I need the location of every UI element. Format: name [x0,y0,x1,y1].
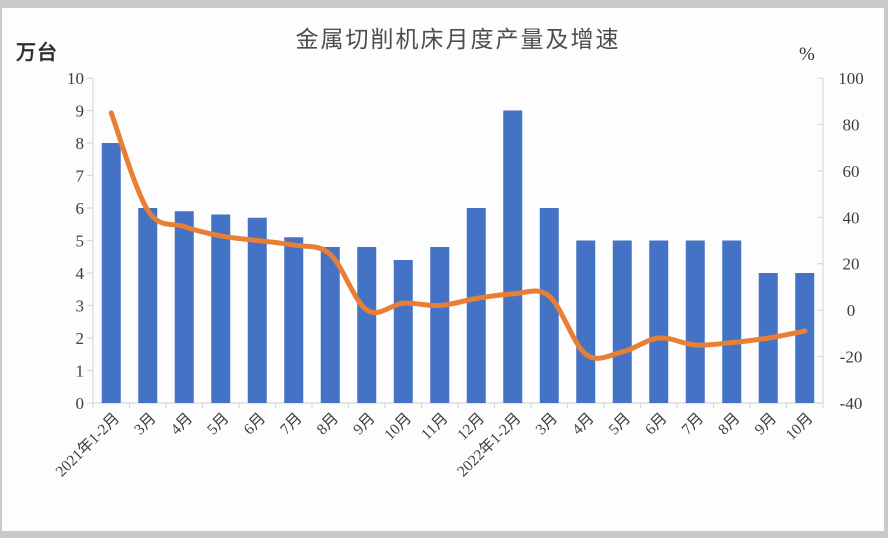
left-axis-tick-label: 5 [76,232,85,251]
x-axis-category-label: 5月 [606,410,634,438]
x-axis-category-label: 2021年1-2月 [52,409,123,480]
bar [174,211,194,403]
x-axis-category-label: 10月 [381,410,415,444]
screen-edge-top [0,0,888,8]
x-axis-category-label: 6月 [241,410,269,438]
right-axis-tick-label: 0 [847,301,856,320]
left-axis-tick-label: 8 [76,134,85,153]
left-axis-tick-label: 7 [76,167,85,186]
x-axis-category-label: 3月 [533,410,561,438]
bar [393,260,413,403]
bar [357,247,377,403]
bar [466,208,486,403]
right-axis-tick-label: 80 [843,115,860,134]
growth-line [108,110,808,361]
bar [211,214,231,403]
bar [503,110,523,403]
left-axis-tick-label: 1 [76,362,85,381]
bar [320,247,340,403]
x-axis-category-label: 9月 [752,410,780,438]
bar [722,240,742,403]
right-axis-tick-label: 20 [843,255,860,274]
bar [247,217,267,403]
left-axis-tick-label: 3 [76,297,85,316]
right-axis-tick-label: 40 [843,208,860,227]
screen-edge-bottom [0,531,888,538]
bar [284,237,304,403]
left-axis-tick-label: 4 [76,264,85,283]
screen-edge-right [884,8,888,531]
bar [612,240,632,403]
x-axis-category-label: 9月 [350,410,378,438]
x-axis-category-label: 5月 [204,410,232,438]
bar [685,240,705,403]
right-axis-tick-label: 60 [843,162,860,181]
x-axis-category-label: 10月 [783,410,817,444]
bar [430,247,450,403]
left-axis-unit-label: 万台 [16,42,58,64]
x-axis-category-label: 8月 [715,410,743,438]
bar [576,240,596,403]
left-axis-tick-label: 2 [76,329,85,348]
x-axis-category-label: 4月 [569,410,597,438]
bar [138,208,158,403]
right-axis-tick-label: -20 [840,348,863,367]
x-axis-category-label: 8月 [314,410,342,438]
x-axis-category-label: 6月 [642,410,670,438]
right-axis-tick-label: 100 [838,69,864,88]
right-axis-unit-label: % [799,44,815,65]
left-axis-tick-label: 6 [76,199,85,218]
left-axis-tick-label: 9 [76,102,85,121]
x-axis-category-label: 2022年1-2月 [453,409,524,480]
x-axis-category-label: 7月 [679,410,707,438]
screen-edge-left [0,8,2,531]
bar [649,240,669,403]
bar [795,273,815,403]
left-axis-tick-label: 0 [76,394,85,413]
chart-title: 金属切削机床月度产量及增速 [295,27,621,52]
x-axis-category-label: 3月 [131,410,159,438]
left-axis-tick-label: 10 [67,69,84,88]
bar [101,143,121,403]
bar [539,208,559,403]
right-axis-tick-label: -40 [840,394,863,413]
x-axis-category-label: 7月 [277,410,305,438]
x-axis-category-label: 4月 [168,410,196,438]
x-axis-category-label: 11月 [418,410,452,444]
